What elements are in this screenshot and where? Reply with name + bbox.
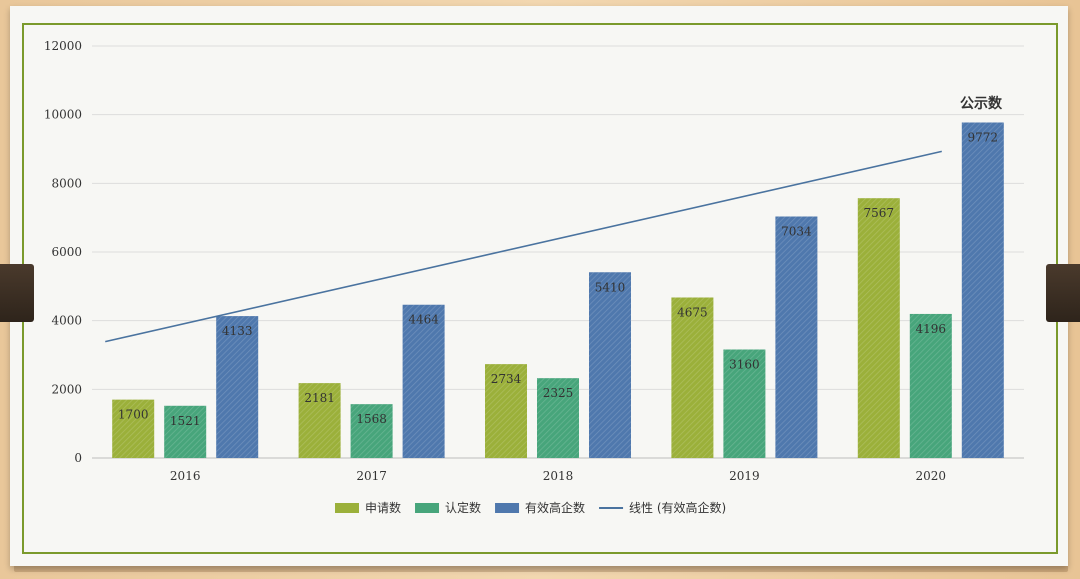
- y-tick-label: 4000: [51, 314, 82, 328]
- data-label: 4675: [677, 305, 708, 319]
- data-label: 5410: [595, 280, 626, 294]
- x-tick-label: 2020: [916, 469, 947, 483]
- bar-texture: [775, 216, 818, 458]
- legend-label: 认定数: [445, 500, 481, 515]
- legend-swatch: [495, 503, 520, 513]
- bars: 1700 1521 4133 2181 1568 4464 2734 2325 5410 4675…: [112, 122, 1004, 459]
- legend: 申请数 认定数 有效高企数 线性 (有效高企数): [335, 500, 726, 515]
- data-label: 2325: [543, 386, 574, 400]
- bar-texture: [298, 383, 341, 458]
- data-label: 7567: [864, 206, 895, 220]
- y-tick-label: 12000: [44, 39, 82, 53]
- x-tick-label: 2016: [170, 469, 201, 483]
- data-label: 1521: [170, 414, 201, 428]
- bar-texture: [723, 349, 766, 458]
- bar-texture: [961, 122, 1004, 459]
- data-label: 9772: [968, 130, 999, 144]
- annotation-label: 公示数: [960, 95, 1003, 112]
- y-tick-label: 0: [74, 451, 82, 465]
- trendline-path: [105, 150, 942, 343]
- data-label: 7034: [781, 224, 812, 238]
- legend-swatch: [415, 503, 440, 513]
- data-label: 2734: [491, 372, 522, 386]
- y-tick-label: 2000: [51, 382, 82, 396]
- data-label: 3160: [729, 358, 760, 372]
- data-label: 2181: [304, 391, 335, 405]
- data-label: 4464: [408, 313, 439, 327]
- bar-texture: [589, 272, 631, 458]
- bar-texture: [164, 405, 207, 458]
- x-tick-label: 2017: [356, 469, 387, 483]
- data-label: 4196: [916, 322, 947, 336]
- legend-swatch: [335, 503, 359, 513]
- bar-texture: [857, 198, 900, 459]
- x-tick-label: 2018: [543, 469, 574, 483]
- legend-label: 有效高企数: [525, 500, 585, 515]
- legend-label: 申请数: [365, 500, 401, 515]
- y-axis: 0 2000 4000 6000 8000 10000 12000: [44, 39, 82, 465]
- legend-label: 线性 (有效高企数): [629, 500, 726, 515]
- bar-texture: [216, 316, 259, 458]
- x-tick-label: 2019: [729, 469, 760, 483]
- bar-texture: [537, 378, 579, 458]
- bar-texture: [350, 404, 393, 458]
- trendline: [105, 150, 942, 343]
- bar-texture: [909, 313, 952, 458]
- y-tick-label: 6000: [51, 245, 82, 259]
- bar-texture: [671, 297, 714, 458]
- left-binder-tab: [0, 264, 34, 322]
- data-label: 1700: [118, 408, 149, 422]
- bar-texture: [112, 399, 155, 458]
- x-axis: 2016 2017 2018 2019 2020: [170, 469, 946, 483]
- bar-texture: [485, 364, 527, 458]
- data-label: 4133: [222, 324, 253, 338]
- bar-texture: [402, 304, 445, 458]
- y-tick-label: 8000: [51, 176, 82, 190]
- right-binder-tab: [1046, 264, 1080, 322]
- data-label: 1568: [356, 412, 387, 426]
- y-tick-label: 10000: [44, 108, 82, 122]
